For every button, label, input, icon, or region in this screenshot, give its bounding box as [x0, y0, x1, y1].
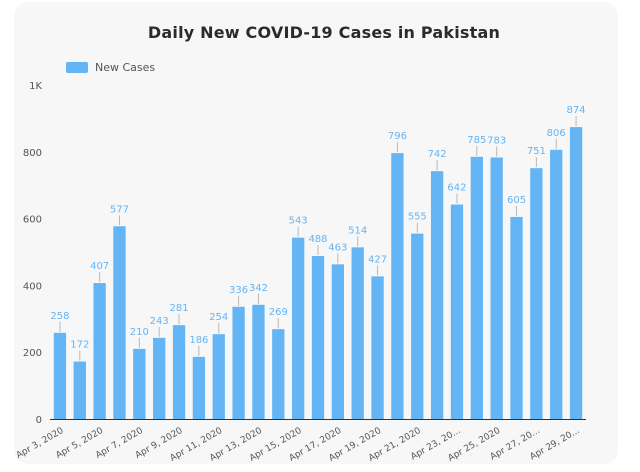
bar	[510, 216, 523, 419]
data-label: 555	[408, 212, 427, 223]
data-label: 577	[110, 204, 129, 215]
bar	[153, 337, 166, 419]
data-label: 796	[388, 131, 407, 142]
data-label: 258	[50, 311, 69, 322]
bar	[450, 204, 464, 419]
data-label: 186	[189, 335, 208, 346]
bar	[351, 247, 364, 419]
bar	[272, 329, 285, 419]
bar	[411, 233, 424, 419]
bar	[192, 356, 206, 419]
bar	[232, 306, 245, 419]
data-label: 463	[328, 242, 347, 253]
y-tick-label: 600	[23, 215, 42, 226]
y-tick-label: 800	[23, 148, 42, 159]
bar	[430, 171, 444, 419]
data-label: 269	[269, 307, 288, 318]
bar	[53, 332, 67, 419]
bar	[73, 361, 86, 419]
legend-swatch	[66, 62, 88, 73]
data-label: 605	[507, 195, 526, 206]
bar	[371, 276, 384, 419]
bar	[93, 283, 106, 419]
data-label: 806	[547, 128, 566, 139]
data-label: 642	[447, 183, 466, 194]
data-label: 751	[527, 146, 546, 157]
y-tick-label: 200	[23, 348, 42, 359]
legend[interactable]: New Cases	[66, 61, 155, 74]
data-label: 514	[348, 225, 367, 236]
data-label: 342	[249, 283, 268, 294]
data-label: 243	[150, 316, 169, 327]
bar	[311, 256, 325, 419]
bar	[212, 334, 225, 419]
bar	[331, 264, 345, 419]
bar	[291, 237, 305, 419]
bar	[113, 226, 126, 419]
data-label: 785	[467, 135, 486, 146]
bar	[550, 149, 563, 419]
data-label: 742	[428, 149, 447, 160]
data-label: 407	[90, 261, 109, 272]
data-label: 254	[209, 312, 228, 323]
data-label: 874	[567, 105, 586, 116]
data-label: 281	[169, 303, 188, 314]
data-label: 543	[289, 216, 308, 227]
bar	[470, 156, 483, 419]
bar	[490, 157, 503, 419]
data-label: 172	[70, 340, 89, 351]
data-label: 336	[229, 285, 248, 296]
bar	[133, 348, 146, 419]
data-label: 488	[308, 234, 327, 245]
bar	[530, 168, 543, 419]
bar	[252, 304, 265, 419]
bar	[172, 325, 186, 419]
data-label: 783	[487, 135, 506, 146]
chart-title: Daily New COVID-19 Cases in Pakistan	[147, 23, 501, 42]
data-label: 210	[130, 327, 149, 338]
data-label: 427	[368, 254, 387, 265]
legend-label: New Cases	[95, 61, 156, 74]
bar	[391, 153, 404, 420]
bar	[569, 127, 583, 420]
y-tick-label: 400	[23, 281, 42, 292]
y-tick-label: 1K	[29, 81, 42, 92]
y-tick-label: 0	[36, 415, 42, 426]
